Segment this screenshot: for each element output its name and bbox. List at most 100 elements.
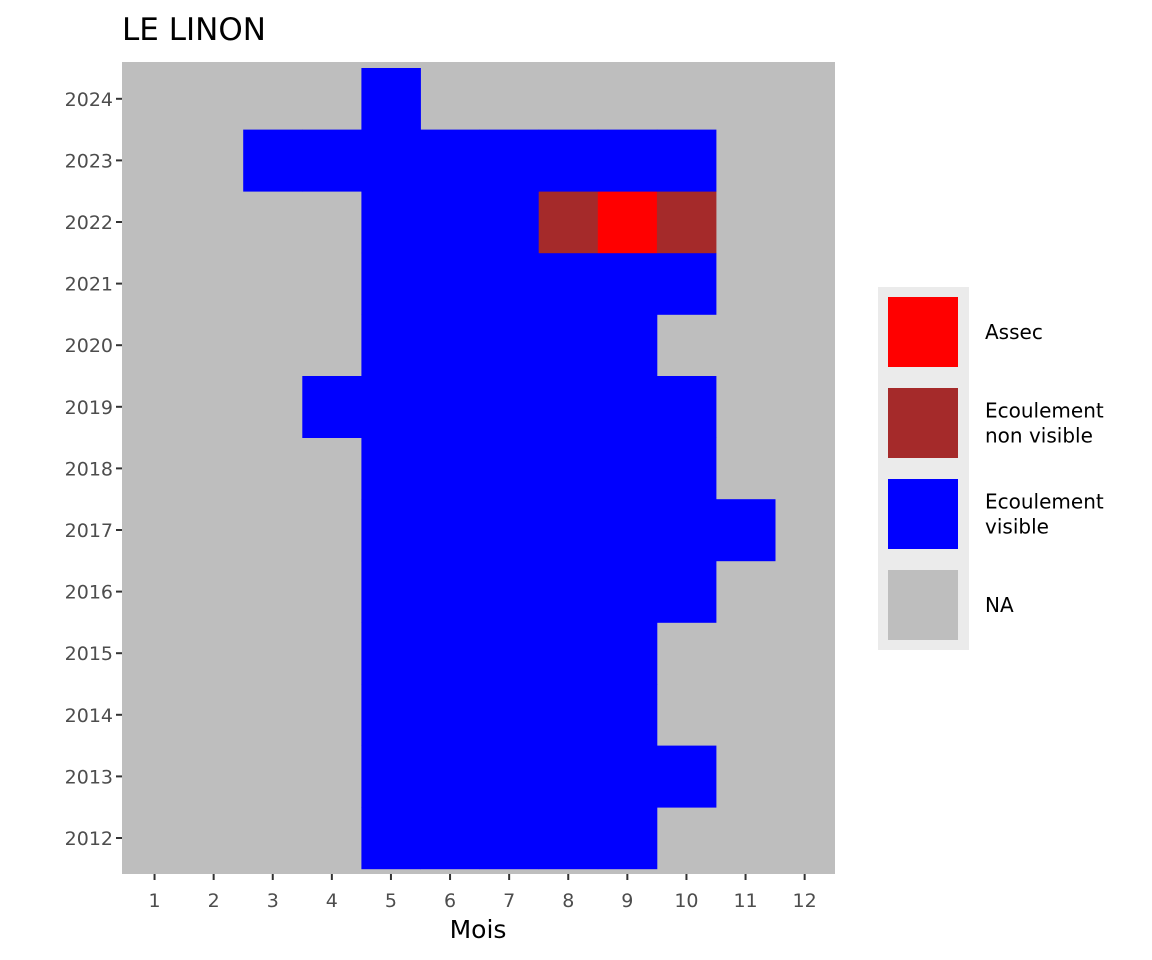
heatmap-cell-2012-9 <box>597 807 658 870</box>
heatmap-cell-2013-7 <box>479 745 540 808</box>
heatmap-cell-2023-3 <box>243 129 303 192</box>
legend-label: NA <box>985 593 1014 617</box>
heatmap-cell-2019-7 <box>479 376 540 438</box>
heatmap-cell-2013-8 <box>538 745 599 808</box>
legend-key-V <box>888 479 958 549</box>
heatmap-cell-2018-10 <box>656 437 717 500</box>
y-tick-label: 2023 <box>65 150 113 172</box>
x-tick-label: 6 <box>444 890 456 912</box>
y-tick-label: 2017 <box>65 520 113 542</box>
y-tick-label: 2012 <box>65 828 113 850</box>
heatmap-cell-2020-6 <box>420 314 480 377</box>
x-tick-label: 4 <box>326 890 338 912</box>
legend-key-A <box>888 297 958 367</box>
heatmap-cell-2019-4 <box>302 376 362 438</box>
heatmap-cell-2015-5 <box>361 622 421 685</box>
heatmap-cell-2018-6 <box>420 437 480 500</box>
heatmap-cell-2016-8 <box>538 560 599 623</box>
x-tick-label: 11 <box>733 890 757 912</box>
heatmap-cell-2024-5 <box>361 68 421 130</box>
y-axis: 2012 2013 2014 2015 2016 2017 2018 2019 2020 2021… <box>65 89 122 850</box>
y-tick-label: 2022 <box>65 212 113 234</box>
x-tick-label: 2 <box>208 890 220 912</box>
legend-label: Ecoulement non visible <box>985 399 1104 448</box>
x-tick-label: 7 <box>503 890 515 912</box>
heatmap-cell-2012-8 <box>538 807 599 870</box>
heatmap-cell-2020-5 <box>361 314 421 377</box>
heatmap-cell-2023-9 <box>597 129 658 192</box>
legend-key-N <box>888 388 958 458</box>
heatmap-cell-2013-5 <box>361 745 421 808</box>
heatmap-cell-2019-5 <box>361 376 421 438</box>
heatmap-cell-2013-9 <box>597 745 658 808</box>
y-tick-label: 2018 <box>65 458 113 480</box>
y-tick-label: 2016 <box>65 582 113 604</box>
x-axis: 1 2 3 4 5 6 7 8 9 10 11 12 <box>149 874 817 912</box>
x-tick-label: 3 <box>267 890 279 912</box>
heatmap-cell-2018-8 <box>538 437 599 500</box>
legend-key-- <box>888 570 958 640</box>
heatmap-cell-2022-10 <box>656 191 717 254</box>
y-tick-label: 2015 <box>65 643 113 665</box>
heatmap-cell-2019-6 <box>420 376 480 438</box>
legend-label: Assec <box>985 320 1043 344</box>
heatmap-cell-2016-5 <box>361 560 421 623</box>
heatmap-cell-2020-8 <box>538 314 599 377</box>
legend: Assec Ecoulement non visible Ecoulement visi… <box>888 297 1104 640</box>
x-tick-label: 1 <box>149 890 161 912</box>
heatmap-cell-2014-8 <box>538 684 599 746</box>
heatmap-cell-2017-8 <box>538 499 599 562</box>
heatmap-cell-2022-9 <box>597 191 658 254</box>
heatmap-cell-2016-10 <box>656 560 717 623</box>
heatmap-cell-2017-10 <box>656 499 717 562</box>
heatmap-cell-2022-5 <box>361 191 421 254</box>
x-tick-label: 10 <box>674 890 698 912</box>
heatmap-cell-2014-5 <box>361 684 421 746</box>
heatmap-cell-2015-9 <box>597 622 658 685</box>
y-tick-label: 2021 <box>65 274 113 296</box>
heatmap-cell-2019-10 <box>656 376 717 438</box>
x-tick-label: 8 <box>562 890 574 912</box>
heatmap-cell-2022-7 <box>479 191 540 254</box>
heatmap-cell-2012-7 <box>479 807 540 870</box>
heatmap-cell-2021-6 <box>420 252 480 315</box>
heatmap-cell-2023-10 <box>656 129 717 192</box>
heatmap-cell-2014-9 <box>597 684 658 746</box>
heatmap-cell-2012-5 <box>361 807 421 870</box>
heatmap-cell-2023-7 <box>479 129 540 192</box>
heatmap-cell-2023-5 <box>361 129 421 192</box>
x-tick-label: 5 <box>385 890 397 912</box>
heatmap-cell-2012-6 <box>420 807 480 870</box>
heatmap-cell-2021-10 <box>656 252 717 315</box>
chart-title: LE LINON <box>122 12 266 48</box>
x-tick-label: 12 <box>793 890 817 912</box>
heatmap-cell-2019-9 <box>597 376 658 438</box>
heatmap-cell-2016-9 <box>597 560 658 623</box>
y-tick-label: 2014 <box>65 705 113 727</box>
heatmap-cells <box>243 68 776 870</box>
heatmap-cell-2017-7 <box>479 499 540 562</box>
heatmap-cell-2017-6 <box>420 499 480 562</box>
heatmap-cell-2021-5 <box>361 252 421 315</box>
heatmap-cell-2023-8 <box>538 129 599 192</box>
x-axis-title: Mois <box>450 915 507 944</box>
heatmap-cell-2017-9 <box>597 499 658 562</box>
legend-label: Ecoulement visible <box>985 490 1104 539</box>
heatmap-cell-2018-5 <box>361 437 421 500</box>
heatmap-cell-2017-5 <box>361 499 421 562</box>
heatmap-cell-2018-7 <box>479 437 540 500</box>
y-tick-label: 2013 <box>65 766 113 788</box>
y-tick-label: 2019 <box>65 397 113 419</box>
heatmap-cell-2023-4 <box>302 129 362 192</box>
heatmap-cell-2021-9 <box>597 252 658 315</box>
x-tick-label: 9 <box>621 890 633 912</box>
heatmap-cell-2013-10 <box>656 745 717 808</box>
heatmap-cell-2015-6 <box>420 622 480 685</box>
heatmap-cell-2014-6 <box>420 684 480 746</box>
y-tick-label: 2024 <box>65 89 113 111</box>
heatmap-cell-2016-6 <box>420 560 480 623</box>
heatmap-cell-2020-9 <box>597 314 658 377</box>
heatmap-cell-2015-7 <box>479 622 540 685</box>
heatmap-cell-2021-8 <box>538 252 599 315</box>
